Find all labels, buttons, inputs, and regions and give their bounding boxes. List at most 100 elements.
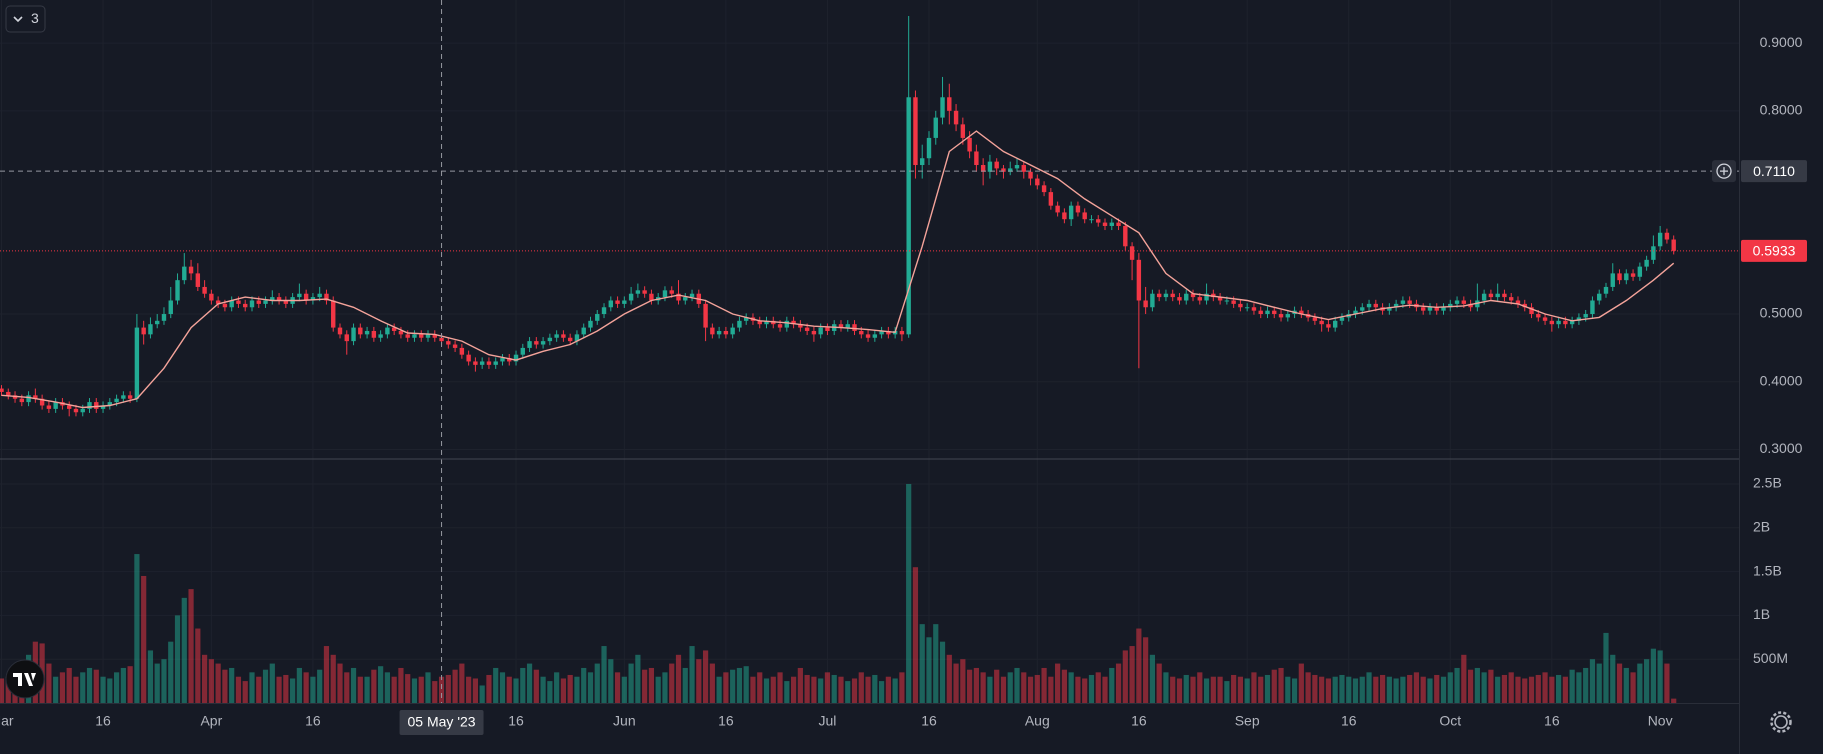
volume-bar (303, 672, 309, 703)
candle-body (1569, 320, 1575, 325)
candle-body (73, 408, 79, 413)
candle-body (635, 290, 641, 294)
volume-bar (1163, 672, 1169, 703)
candle-body (1332, 320, 1338, 328)
candle-body (1576, 317, 1582, 321)
toggle-button[interactable] (5, 5, 46, 33)
volume-bar (838, 676, 844, 703)
candle-body (865, 334, 871, 338)
volume-bar (994, 669, 1000, 703)
candle-body (703, 303, 708, 328)
volume-bar (242, 681, 248, 703)
candle-body (473, 361, 478, 365)
candle-body (405, 334, 410, 338)
volume-bar (337, 663, 343, 703)
volume-bar (1237, 676, 1244, 703)
candle-body (818, 327, 823, 335)
candle-body (1197, 297, 1202, 301)
volume-bar (513, 678, 519, 703)
volume-bar (1271, 669, 1277, 703)
volume-bar (1102, 676, 1108, 703)
candle-body (527, 341, 532, 348)
volume-bar (790, 676, 797, 703)
x-tick-label: Nov (1648, 713, 1673, 729)
moving-average (1, 130, 1675, 409)
candle-body (1434, 307, 1439, 311)
candle-body (6, 391, 11, 396)
candle-body (26, 395, 31, 403)
x-tick-label: 16 (718, 713, 734, 729)
candle-body (107, 402, 113, 406)
candle-body (270, 297, 275, 301)
x-tick-label: Sep (1235, 713, 1260, 729)
volume-bar (1000, 676, 1007, 703)
volume-bar (445, 674, 451, 703)
candle-body (1542, 317, 1548, 321)
candle-body (561, 334, 566, 338)
candle-body (933, 117, 938, 138)
volume-bar (1285, 676, 1291, 703)
candle-body (80, 408, 85, 413)
candle-body (1258, 310, 1263, 315)
volume-bar (323, 646, 330, 703)
candle-body (1170, 293, 1175, 298)
candle-body (425, 334, 431, 338)
volume-bar (493, 667, 499, 703)
candle-body (574, 334, 580, 342)
volume-bar (709, 663, 715, 703)
candle-body (439, 337, 444, 342)
volume-bar (1203, 678, 1210, 703)
candle-body (202, 286, 207, 294)
volume-bar (689, 646, 695, 703)
candle-body (547, 337, 553, 342)
candle-body (337, 327, 343, 335)
candle-body (1671, 239, 1676, 251)
volume-bar (892, 678, 898, 703)
candle-body (757, 320, 762, 325)
volume-bar (933, 624, 939, 703)
candle-body (811, 330, 817, 335)
volume-bar (865, 676, 871, 703)
volume-bar (1488, 669, 1494, 703)
volume-bar (235, 676, 242, 703)
volume-bar (1068, 672, 1074, 703)
settings-button[interactable] (1770, 711, 1792, 733)
candle-body (899, 330, 905, 335)
volume-bar (763, 678, 770, 703)
volume-bar (1413, 672, 1420, 703)
candle-body (1441, 307, 1446, 311)
volume-bar (953, 663, 959, 703)
volume-bar (1420, 676, 1426, 703)
volume-bar (472, 678, 478, 703)
candle-body (974, 151, 979, 166)
volume-bar (1461, 654, 1467, 703)
candle-body (127, 395, 133, 399)
volume-bar (547, 681, 553, 703)
gear-icon[interactable] (1774, 715, 1788, 729)
candle-body (879, 330, 884, 335)
candle-body (764, 320, 769, 325)
volume-bar (662, 672, 668, 703)
volume-bar (1244, 678, 1250, 703)
volume-bar (1535, 674, 1541, 703)
x-tick-label: 16 (95, 713, 111, 729)
indicator-toggle[interactable]: 3 (5, 5, 46, 33)
candle-body (838, 324, 844, 328)
volume-bar (1569, 669, 1575, 703)
volume-bar (1136, 628, 1142, 703)
candle-body (53, 402, 58, 409)
add-alert-plus (1720, 167, 1728, 176)
tv-logo[interactable] (5, 659, 45, 699)
add-alert-button[interactable] (1712, 160, 1736, 183)
volume-bar (1007, 672, 1013, 703)
volume-bar (1041, 667, 1047, 703)
volume-bar (1109, 667, 1115, 703)
volume-bar (818, 678, 824, 703)
candle-body (1001, 168, 1006, 172)
volume-bar (1352, 678, 1359, 703)
logo-circle[interactable] (5, 659, 45, 699)
candle-body (486, 361, 492, 365)
volume-bar (594, 663, 600, 703)
x-tick-label: 16 (1544, 713, 1560, 729)
